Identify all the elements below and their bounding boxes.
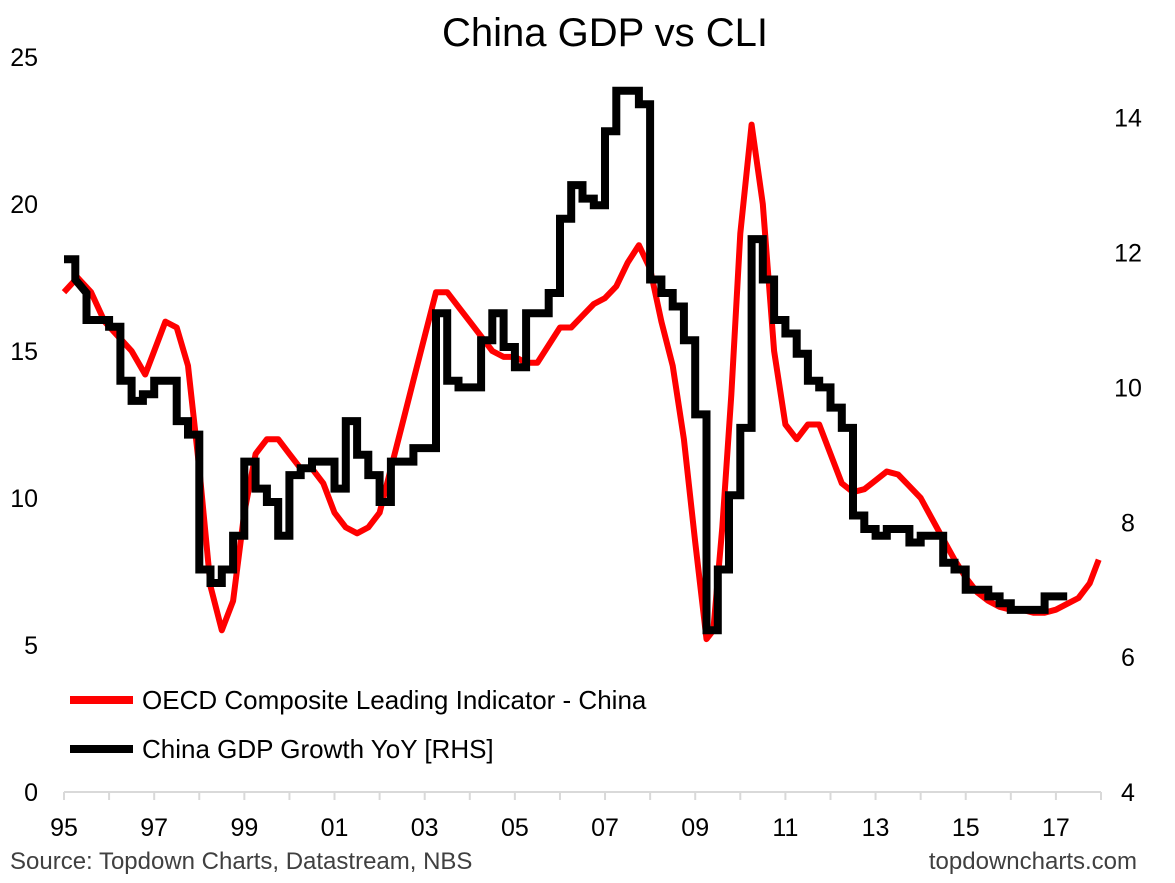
x-tick-label: 11 bbox=[772, 814, 798, 842]
chart-title: China GDP vs CLI bbox=[442, 11, 768, 55]
series-layer bbox=[61, 86, 1102, 643]
x-axis-ticks: 95 97 99 01 03 05 07 09 11 13 15 17 bbox=[50, 814, 1070, 842]
series-line-gdp bbox=[64, 86, 1068, 635]
right-tick-label: 14 bbox=[1114, 105, 1142, 133]
x-tick-label: 97 bbox=[140, 814, 168, 842]
x-tick-label: 05 bbox=[501, 814, 529, 842]
right-tick-label: 8 bbox=[1121, 509, 1135, 537]
x-tick-label: 03 bbox=[411, 814, 439, 842]
x-tick-label: 17 bbox=[1042, 814, 1070, 842]
x-axis-tickmarks bbox=[63, 792, 1102, 800]
left-axis-ticks: 0 5 10 15 20 25 bbox=[10, 44, 38, 807]
right-tick-label: 10 bbox=[1114, 374, 1142, 402]
x-tick-label: 99 bbox=[230, 814, 258, 842]
left-tick-label: 25 bbox=[10, 44, 38, 72]
x-tick-label: 95 bbox=[50, 814, 78, 842]
left-tick-label: 5 bbox=[24, 632, 38, 660]
watermark: topdowncharts.com bbox=[928, 848, 1137, 875]
source-note: Source: Topdown Charts, Datastream, NBS bbox=[10, 848, 473, 875]
x-tick-label: 13 bbox=[862, 814, 890, 842]
x-tick-label: 07 bbox=[591, 814, 619, 842]
x-tick-label: 15 bbox=[952, 814, 980, 842]
left-tick-label: 15 bbox=[10, 338, 38, 366]
left-tick-label: 20 bbox=[10, 191, 38, 219]
legend-label-cli: OECD Composite Leading Indicator - China bbox=[142, 685, 647, 715]
legend-label-gdp: China GDP Growth YoY [RHS] bbox=[142, 734, 494, 764]
legend: OECD Composite Leading Indicator - China… bbox=[70, 685, 647, 764]
right-tick-label: 4 bbox=[1121, 779, 1135, 807]
right-tick-label: 12 bbox=[1114, 240, 1142, 268]
right-tick-label: 6 bbox=[1121, 644, 1135, 672]
right-axis-ticks: 4 6 8 10 12 14 bbox=[1114, 105, 1142, 807]
x-tick-label: 01 bbox=[321, 814, 349, 842]
left-tick-label: 10 bbox=[10, 485, 38, 513]
left-tick-label: 0 bbox=[24, 779, 38, 807]
x-tick-label: 09 bbox=[681, 814, 709, 842]
